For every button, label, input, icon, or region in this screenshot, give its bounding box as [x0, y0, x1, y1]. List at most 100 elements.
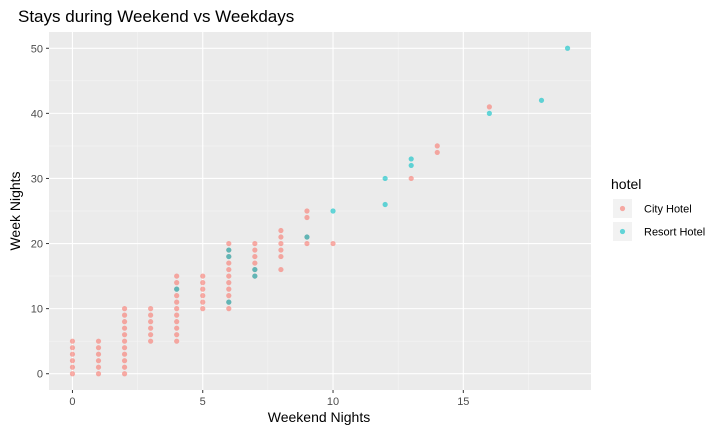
chart-title: Stays during Weekend vs Weekdays — [18, 7, 294, 26]
city-hotel-point — [252, 253, 258, 260]
city-hotel-point — [278, 240, 284, 247]
city-hotel-point — [278, 234, 284, 240]
city-hotel-point — [121, 351, 128, 357]
city-hotel-point — [278, 247, 284, 253]
city-hotel-point — [434, 143, 440, 149]
city-hotel-point — [174, 306, 180, 312]
y-tick-label: 0 — [37, 369, 43, 381]
city-hotel-point — [69, 371, 76, 377]
city-hotel-point — [252, 240, 258, 247]
resort-hotel-point — [252, 266, 258, 273]
city-hotel-point — [121, 371, 128, 377]
resort-hotel-point — [408, 162, 414, 169]
city-hotel-point — [200, 306, 206, 312]
city-hotel-point — [174, 319, 180, 325]
resort-hotel-point — [174, 286, 180, 292]
city-hotel-point — [95, 338, 102, 344]
city-hotel-point — [69, 338, 76, 344]
city-hotel-point — [174, 280, 180, 286]
resort-hotel-point — [226, 247, 232, 253]
city-hotel-point — [148, 332, 154, 338]
city-hotel-point — [174, 338, 180, 344]
city-hotel-point — [121, 306, 128, 312]
city-hotel-point — [278, 227, 284, 234]
city-hotel-point — [226, 280, 232, 286]
city-hotel-point — [121, 364, 128, 370]
city-hotel-point — [121, 319, 128, 325]
city-hotel-point — [121, 312, 128, 318]
city-hotel-point — [200, 299, 206, 305]
legend: hotel City Hotel Resort Hotel — [611, 176, 705, 241]
city-hotel-point — [278, 266, 284, 273]
resort-hotel-point — [408, 156, 414, 162]
city-hotel-point — [304, 208, 310, 214]
legend-key-point — [619, 228, 626, 235]
city-hotel-point — [174, 273, 180, 279]
city-hotel-point — [200, 280, 206, 286]
city-hotel-point — [226, 260, 232, 266]
city-hotel-point — [486, 104, 492, 110]
city-hotel-point — [121, 325, 128, 331]
city-hotel-point — [148, 319, 154, 325]
resort-hotel-point — [382, 175, 388, 182]
city-hotel-point — [95, 358, 102, 364]
city-hotel-point — [121, 338, 128, 344]
resort-hotel-point — [226, 299, 232, 305]
city-hotel-point — [304, 240, 310, 247]
city-hotel-point — [434, 149, 440, 156]
city-hotel-point — [174, 299, 180, 305]
city-hotel-point — [148, 338, 154, 344]
city-hotel-point — [304, 214, 310, 221]
city-hotel-point — [95, 345, 102, 351]
resort-hotel-point — [538, 97, 545, 103]
city-hotel-point — [226, 293, 232, 299]
y-tick-label: 50 — [31, 43, 43, 55]
city-hotel-point — [174, 332, 180, 338]
x-tick-label: 5 — [200, 396, 206, 408]
city-hotel-point — [330, 240, 336, 247]
city-hotel-point — [278, 253, 284, 260]
y-axis-ticks: 0 10 20 30 40 50 — [31, 43, 49, 381]
legend-label: Resort Hotel — [644, 227, 705, 239]
city-hotel-point — [148, 306, 154, 312]
city-hotel-point — [69, 358, 76, 364]
resort-hotel-point — [330, 208, 336, 214]
city-hotel-point — [252, 247, 258, 253]
x-axis-ticks: 0 5 10 15 — [69, 390, 469, 408]
city-hotel-point — [69, 351, 76, 357]
city-hotel-point — [226, 240, 232, 247]
city-hotel-point — [200, 293, 206, 299]
city-hotel-point — [226, 266, 232, 273]
city-hotel-point — [174, 293, 180, 299]
major-gridlines — [49, 32, 591, 390]
legend-key-point — [619, 205, 626, 212]
city-hotel-point — [174, 325, 180, 331]
y-axis-title: Week Nights — [7, 171, 23, 250]
city-hotel-point — [121, 332, 128, 338]
x-tick-label: 10 — [327, 396, 339, 408]
city-hotel-point — [95, 364, 102, 370]
city-hotel-point — [226, 286, 232, 292]
y-tick-label: 40 — [31, 108, 43, 120]
resort-hotel-point — [382, 201, 388, 208]
city-hotel-point — [121, 358, 128, 364]
city-hotel-point — [174, 312, 180, 318]
city-hotel-point — [200, 273, 206, 279]
legend-title: hotel — [611, 176, 641, 192]
resort-hotel-point — [252, 273, 258, 279]
x-axis-title: Weekend Nights — [268, 409, 370, 425]
city-hotel-point — [95, 371, 102, 377]
y-tick-label: 20 — [31, 239, 43, 251]
city-hotel-point — [252, 260, 258, 266]
resort-hotel-point — [226, 253, 232, 260]
city-hotel-point — [226, 306, 232, 312]
minor-gridlines — [49, 32, 591, 390]
x-tick-label: 0 — [69, 396, 75, 408]
x-tick-label: 15 — [457, 396, 469, 408]
resort-hotel-point — [486, 110, 492, 116]
resort-hotel-point — [564, 45, 571, 51]
city-hotel-point — [95, 351, 102, 357]
city-hotel-point — [408, 175, 414, 182]
resort-hotel-point — [304, 234, 310, 240]
